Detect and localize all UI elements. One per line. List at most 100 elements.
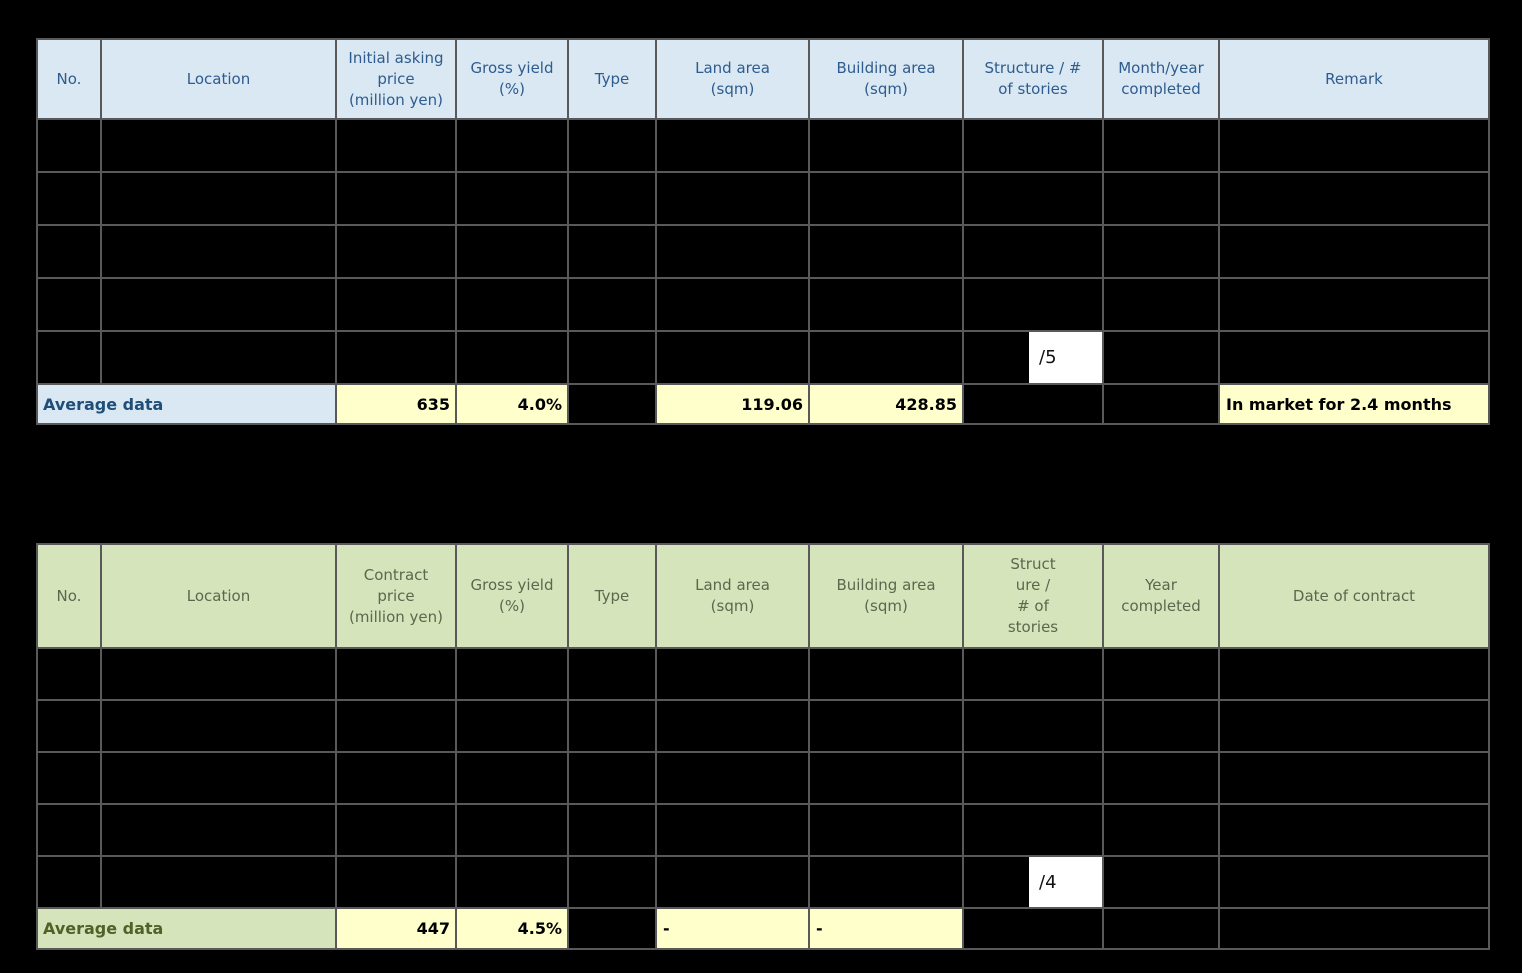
- hidden-data-cell: [38, 805, 100, 855]
- hidden-data-cell: [38, 173, 100, 224]
- t2-header-structure-stories: Struct ure / # of stories: [964, 545, 1102, 647]
- hidden-data-cell: [569, 226, 655, 277]
- hidden-data-cell: [964, 649, 1102, 699]
- t1-header-remark: Remark: [1220, 40, 1488, 118]
- t2-average-land-area: -: [657, 909, 808, 948]
- t1-header-month-year-completed: Month/year completed: [1104, 40, 1218, 118]
- t1-average-label: Average data: [38, 385, 335, 423]
- hidden-data-cell: [102, 805, 335, 855]
- hidden-data-cell: [38, 332, 100, 383]
- hidden-data-cell: [102, 279, 335, 330]
- hidden-data-cell: [657, 226, 808, 277]
- t2-average-contract-price: 447: [337, 909, 455, 948]
- hidden-data-cell: [1220, 120, 1488, 171]
- hidden-data-cell: [38, 226, 100, 277]
- hidden-data-cell: [657, 332, 808, 383]
- t1-header-land-area: Land area (sqm): [657, 40, 808, 118]
- hidden-data-cell: [337, 173, 455, 224]
- t1-average-land-area: 119.06: [657, 385, 808, 423]
- t2-header-location: Location: [102, 545, 335, 647]
- hidden-data-cell: [569, 279, 655, 330]
- hidden-data-cell: [657, 753, 808, 803]
- hidden-data-cell: [102, 857, 335, 907]
- hidden-data-cell: [569, 857, 655, 907]
- t1-header-initial-asking-price: Initial asking price (million yen): [337, 40, 455, 118]
- t2-average-gross-yield: 4.5%: [457, 909, 567, 948]
- t1-header-no: No.: [38, 40, 100, 118]
- hidden-data-cell: [457, 279, 567, 330]
- hidden-data-cell: [457, 701, 567, 751]
- t2-average-label: Average data: [38, 909, 335, 948]
- structure-edit-box[interactable]: /5: [1029, 332, 1102, 383]
- hidden-data-cell: [38, 701, 100, 751]
- hidden-data-cell: [102, 332, 335, 383]
- hidden-data-cell: [102, 173, 335, 224]
- hidden-data-cell: [1220, 332, 1488, 383]
- hidden-data-cell: [810, 857, 962, 907]
- hidden-data-cell: [38, 753, 100, 803]
- t2-header-gross-yield: Gross yield (%): [457, 545, 567, 647]
- hidden-data-cell: [1104, 805, 1218, 855]
- t1-average-type: [569, 385, 655, 423]
- hidden-data-cell: [102, 649, 335, 699]
- hidden-data-cell: [1220, 753, 1488, 803]
- hidden-data-cell: [38, 649, 100, 699]
- hidden-data-cell: [964, 173, 1102, 224]
- hidden-data-cell: [38, 857, 100, 907]
- hidden-data-cell: [1104, 226, 1218, 277]
- hidden-data-cell: [38, 120, 100, 171]
- t1-header-gross-yield: Gross yield (%): [457, 40, 567, 118]
- t2-header-contract-price: Contract price (million yen): [337, 545, 455, 647]
- hidden-data-cell: [810, 701, 962, 751]
- hidden-data-cell: [569, 649, 655, 699]
- t1-header-building-area: Building area (sqm): [810, 40, 962, 118]
- hidden-data-cell: [457, 332, 567, 383]
- hidden-data-cell: [1104, 857, 1218, 907]
- hidden-data-cell: [657, 173, 808, 224]
- hidden-data-cell: [1104, 753, 1218, 803]
- structure-edit-box[interactable]: /4: [1029, 857, 1102, 907]
- hidden-data-cell: [964, 753, 1102, 803]
- hidden-data-cell: [1220, 857, 1488, 907]
- hidden-data-cell: [1220, 226, 1488, 277]
- t2-header-year-completed: Year completed: [1104, 545, 1218, 647]
- hidden-data-cell: [657, 857, 808, 907]
- hidden-data-cell: [457, 649, 567, 699]
- hidden-data-cell: [1104, 279, 1218, 330]
- hidden-data-cell: [337, 701, 455, 751]
- hidden-data-cell: [457, 120, 567, 171]
- hidden-data-cell: [657, 805, 808, 855]
- hidden-data-cell: [1104, 649, 1218, 699]
- hidden-data-cell: [810, 173, 962, 224]
- t1-average-initial-asking-price: 635: [337, 385, 455, 423]
- hidden-data-cell: [337, 805, 455, 855]
- hidden-data-cell: [1104, 173, 1218, 224]
- hidden-data-cell: [964, 279, 1102, 330]
- hidden-data-cell: [569, 120, 655, 171]
- hidden-data-cell: [810, 649, 962, 699]
- hidden-data-cell: [337, 857, 455, 907]
- hidden-data-cell: [102, 753, 335, 803]
- hidden-data-cell: [1220, 649, 1488, 699]
- t1-average-structure: [964, 385, 1102, 423]
- hidden-data-cell: [337, 226, 455, 277]
- t1-average-building-area: 428.85: [810, 385, 962, 423]
- t1-header-type: Type: [569, 40, 655, 118]
- contract-price-table: No. Location Contract price (million yen…: [36, 543, 1490, 950]
- t2-average-building-area: -: [810, 909, 962, 948]
- hidden-data-cell: [457, 173, 567, 224]
- hidden-data-cell: [457, 753, 567, 803]
- t2-header-no: No.: [38, 545, 100, 647]
- hidden-data-cell: [569, 805, 655, 855]
- t1-average-remark: In market for 2.4 months: [1220, 385, 1488, 423]
- hidden-data-cell: [457, 857, 567, 907]
- hidden-data-cell: [1220, 805, 1488, 855]
- t2-header-land-area: Land area (sqm): [657, 545, 808, 647]
- hidden-data-cell: [964, 701, 1102, 751]
- hidden-data-cell: [810, 805, 962, 855]
- hidden-data-cell: [337, 649, 455, 699]
- hidden-data-cell: [810, 332, 962, 383]
- hidden-data-cell: [102, 701, 335, 751]
- t2-average-type: [569, 909, 655, 948]
